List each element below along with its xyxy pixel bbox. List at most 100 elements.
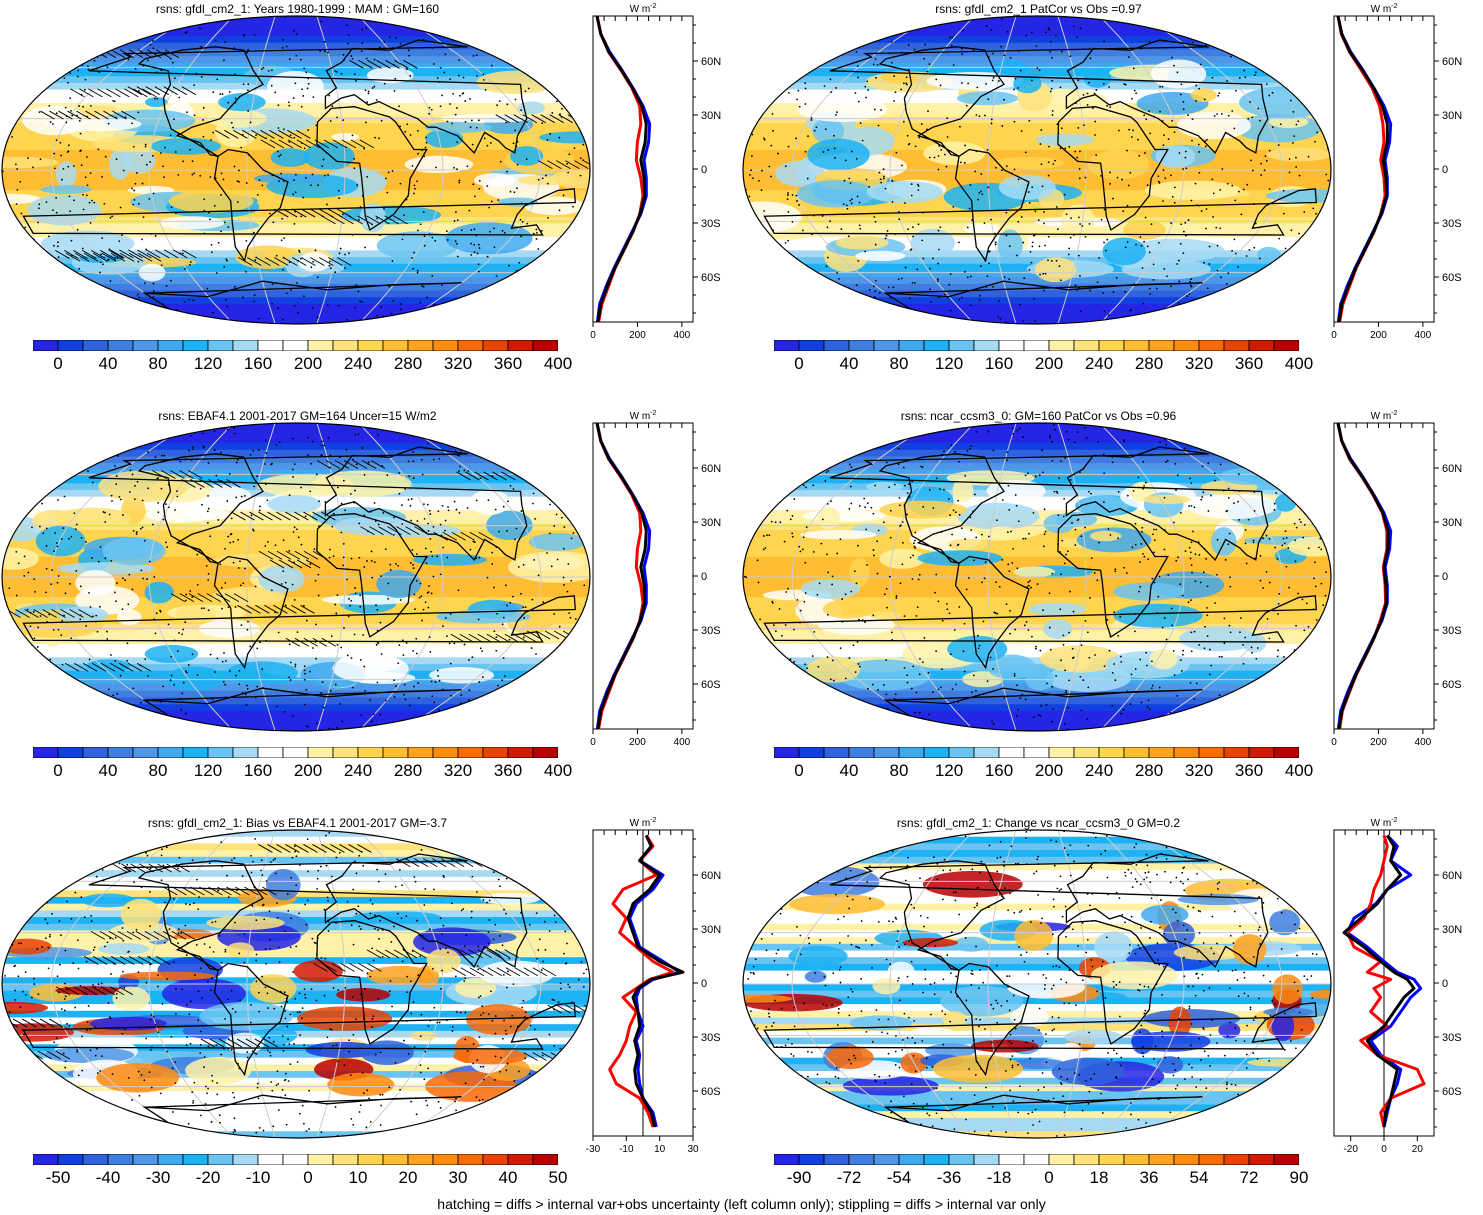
blue-series-line (1345, 834, 1423, 1128)
colorbar-swatch (798, 340, 825, 351)
colorbar-tick-label: 90 (1289, 1168, 1309, 1187)
map-heatmap (1, 829, 591, 1139)
colorbar-swatch (232, 340, 259, 351)
colorbar-swatch (33, 340, 59, 351)
colorbar-tick-label: -40 (95, 1168, 121, 1187)
colorbar-swatch (998, 340, 1025, 351)
colorbar-swatch (898, 340, 925, 351)
colorbar-tick-label: 400 (1284, 354, 1314, 373)
colorbar-swatch (1023, 1154, 1050, 1165)
colorbar-swatch (457, 1154, 484, 1165)
colorbar-swatch (282, 1154, 309, 1165)
panel-title: rsns: gfdl_cm2_1 PatCor vs Obs =0.97 (935, 2, 1142, 16)
panel-reference-model: rsns: ncar_ccsm3_0: GM=160 PatCor vs Obs… (741, 407, 1482, 797)
colorbar-tick-label: 280 (393, 354, 423, 373)
profile-x-tick-label: -20 (1343, 1144, 1358, 1155)
colorbar-swatch (107, 1154, 134, 1165)
colorbar-swatch (407, 1154, 434, 1165)
lat-tick-label: 60N (701, 463, 721, 475)
colorbar-swatch (132, 340, 159, 351)
colorbar-tick-label: 120 (934, 761, 964, 780)
lat-tick-label: 60N (701, 56, 721, 68)
profile-units-label: W m-2 (630, 3, 657, 15)
colorbar-tick-label: 80 (889, 761, 909, 780)
panel-model-climatology: rsns: gfdl_cm2_1: Years 1980-1999 : MAM … (0, 0, 741, 390)
colorbar-tick-label: 20 (398, 1168, 418, 1187)
profile-x-tick-label: 400 (1415, 737, 1432, 748)
colorbar-tick-label: 320 (443, 354, 473, 373)
colorbar-swatch (357, 340, 384, 351)
map-heatmap (1, 15, 591, 325)
colorbar-swatch (923, 340, 950, 351)
profile-axes (1333, 829, 1439, 1141)
colorbar-swatch (823, 340, 850, 351)
colorbar-swatch (1273, 747, 1299, 758)
colorbar (774, 747, 1299, 758)
colorbar-swatch (798, 1154, 825, 1165)
lat-tick-label: 0 (1442, 571, 1448, 583)
colorbar-swatch (1273, 340, 1299, 351)
colorbar-tick-label: 0 (53, 354, 63, 373)
colorbar-tick-label: 50 (548, 1168, 568, 1187)
colorbar-labels: 0 40 80 120 160 200 240 280 320 360 400 (774, 761, 1313, 783)
red-series-line (1345, 834, 1426, 1128)
lat-tick-label: 30N (701, 517, 721, 529)
colorbar-tick-label: 200 (293, 761, 323, 780)
colorbar-swatch (132, 1154, 159, 1165)
colorbar-swatch (823, 747, 850, 758)
colorbar-swatch (57, 747, 84, 758)
zonal-mean-profile: W m-2 60N 30N 0 30S 60S 0 200 400 (1331, 3, 1462, 341)
colorbar-swatch (107, 747, 134, 758)
lat-tick-label: 60S (701, 1086, 721, 1098)
colorbar-swatch (1198, 1154, 1225, 1165)
profile-x-tick-label: 0 (1331, 330, 1337, 341)
colorbar-swatch (1198, 340, 1225, 351)
black-series-line (1342, 834, 1416, 1128)
colorbar-tick-label: 54 (1189, 1168, 1209, 1187)
lat-tick-label: 60S (1442, 272, 1462, 284)
profile-x-tick-label: 0 (1381, 1144, 1387, 1155)
zonal-mean-profile: W m-2 60N 30N 0 30S 60S 0 200 400 (590, 410, 721, 748)
lat-tick-label: 30N (1442, 924, 1462, 936)
colorbar-tick-label: 160 (984, 354, 1014, 373)
colorbar-swatch (332, 340, 359, 351)
colorbar-swatch (774, 747, 800, 758)
profile-units-label: W m-2 (1371, 817, 1398, 829)
profile-units-label: W m-2 (630, 410, 657, 422)
lat-tick-label: 60N (1442, 56, 1462, 68)
map-heatmap (742, 15, 1332, 325)
colorbar-swatch (1248, 340, 1275, 351)
colorbar-swatch (332, 1154, 359, 1165)
profile-x-tick-label: 400 (674, 330, 691, 341)
profile-x-tick-label: -30 (586, 1144, 601, 1155)
colorbar-swatch (1173, 1154, 1200, 1165)
colorbar-tick-label: 240 (1084, 354, 1114, 373)
colorbar-swatch (1073, 747, 1100, 758)
lat-tick-label: 30S (701, 625, 721, 637)
colorbar-swatch (207, 1154, 234, 1165)
colorbar-swatch (998, 747, 1025, 758)
colorbar-swatch (848, 1154, 875, 1165)
colorbar-swatch (1148, 340, 1175, 351)
colorbar-swatch (1048, 1154, 1075, 1165)
colorbar-swatch (1123, 1154, 1150, 1165)
black-series-line (595, 15, 648, 323)
profile-units-label: W m-2 (1371, 410, 1398, 422)
colorbar-swatch (848, 747, 875, 758)
lat-tick-label: 60S (1442, 1086, 1462, 1098)
colorbar-swatch (457, 747, 484, 758)
colorbar-swatch (948, 747, 975, 758)
colorbar-swatch (407, 340, 434, 351)
panel-model-vs-obs: rsns: gfdl_cm2_1 PatCor vs Obs =0.97 W m-… (741, 0, 1482, 390)
colorbar-tick-label: -36 (936, 1168, 962, 1187)
panel-title: rsns: gfdl_cm2_1: Years 1980-1999 : MAM … (155, 2, 440, 16)
colorbar-swatch (873, 747, 900, 758)
colorbar-swatch (1073, 1154, 1100, 1165)
colorbar-swatch (307, 340, 334, 351)
colorbar-swatch (82, 1154, 109, 1165)
profile-units-label: W m-2 (1371, 3, 1398, 15)
colorbar-tick-label: -20 (195, 1168, 221, 1187)
colorbar-tick-label: 320 (1184, 761, 1214, 780)
profile-x-tick-label: 0 (1331, 737, 1337, 748)
colorbar-labels: 0 40 80 120 160 200 240 280 320 360 400 (774, 354, 1313, 376)
